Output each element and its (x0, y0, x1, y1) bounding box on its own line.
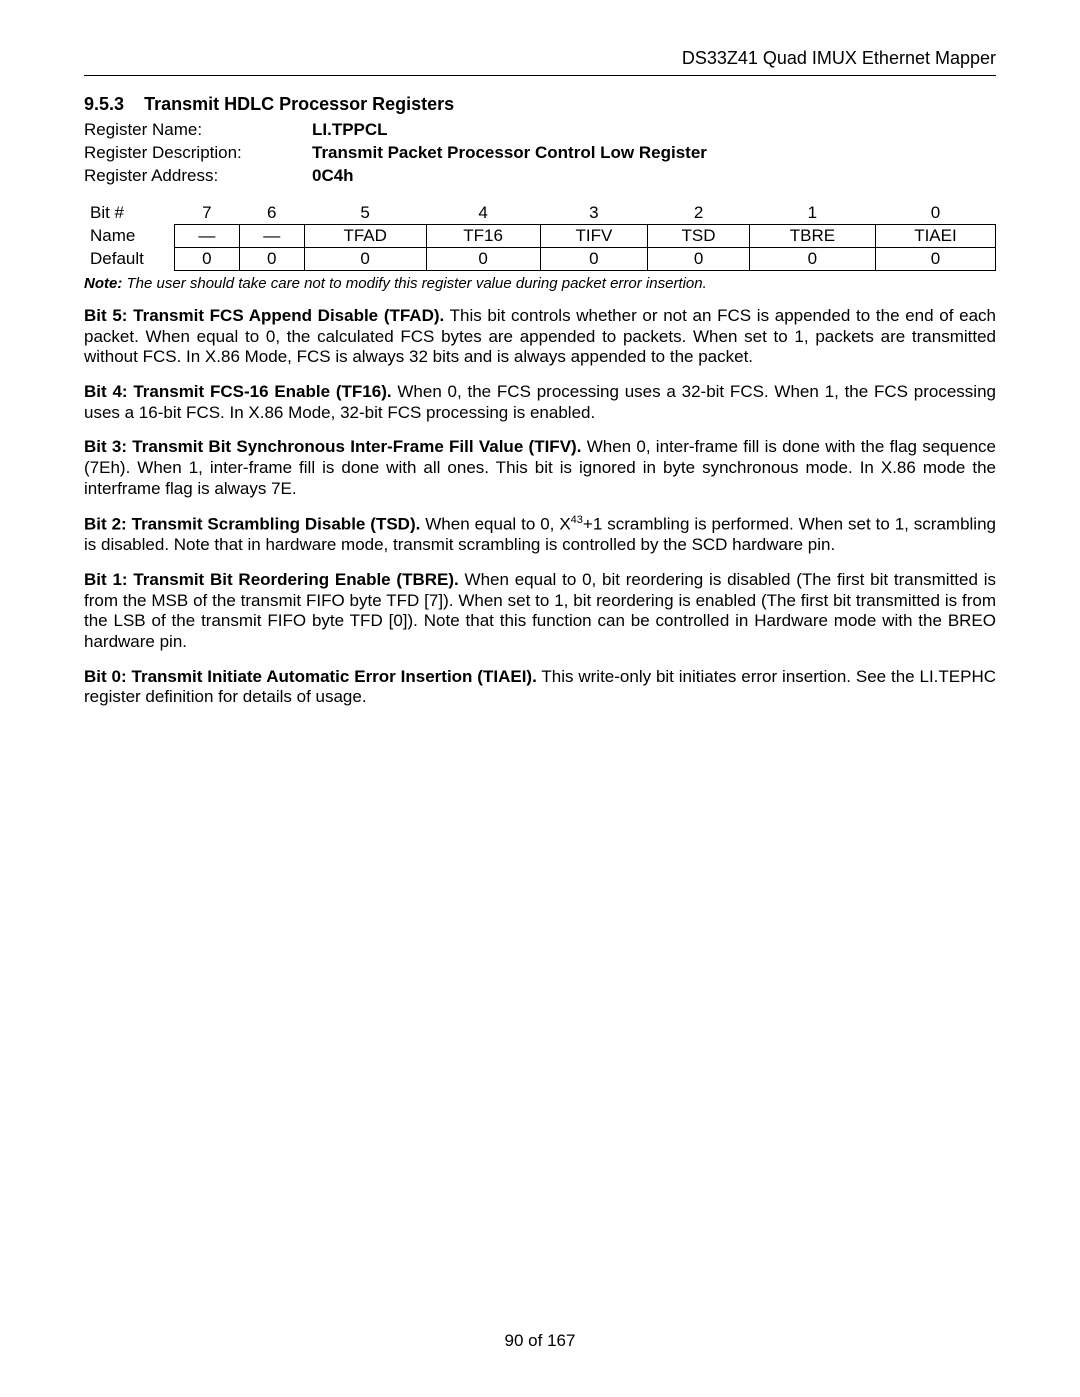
default-cell: 0 (875, 247, 995, 270)
name-cell: TIAEI (875, 224, 995, 247)
bit5-desc: Bit 5: Transmit FCS Append Disable (TFAD… (84, 306, 996, 368)
section-number: 9.5.3 (84, 94, 124, 114)
bit-col-0: 0 (875, 202, 995, 225)
reg-name-value: LI.TPPCL (312, 119, 388, 142)
default-row-label: Default (84, 247, 175, 270)
reg-desc-label: Register Description: (84, 142, 312, 165)
name-cell: TF16 (426, 224, 540, 247)
name-row-label: Name (84, 224, 175, 247)
bit2-desc: Bit 2: Transmit Scrambling Disable (TSD)… (84, 514, 996, 556)
bit-header-label: Bit # (84, 202, 175, 225)
name-cell: — (175, 224, 240, 247)
bit2-text-pre: When equal to 0, X (420, 514, 570, 533)
reg-name-label: Register Name: (84, 119, 312, 142)
bit2-sup: 43 (571, 514, 583, 526)
register-note: Note: The user should take care not to m… (84, 275, 996, 292)
name-cell: — (239, 224, 304, 247)
name-cell: TSD (648, 224, 750, 247)
bit-col-6: 6 (239, 202, 304, 225)
bit5-bold: Bit 5: Transmit FCS Append Disable (TFAD… (84, 306, 444, 325)
name-cell: TIFV (540, 224, 648, 247)
bit3-desc: Bit 3: Transmit Bit Synchronous Inter-Fr… (84, 437, 996, 499)
bit1-desc: Bit 1: Transmit Bit Reordering Enable (T… (84, 570, 996, 653)
bit-map-table: Bit # 7 6 5 4 3 2 1 0 Name — — TFAD TF16… (84, 202, 996, 271)
bit-col-5: 5 (304, 202, 426, 225)
bit-col-7: 7 (175, 202, 240, 225)
default-cell: 0 (175, 247, 240, 270)
bit3-bold: Bit 3: Transmit Bit Synchronous Inter-Fr… (84, 437, 581, 456)
reg-desc-value: Transmit Packet Processor Control Low Re… (312, 142, 707, 165)
section-heading: 9.5.3 Transmit HDLC Processor Registers (84, 94, 996, 115)
doc-header-title: DS33Z41 Quad IMUX Ethernet Mapper (84, 48, 996, 76)
default-cell: 0 (239, 247, 304, 270)
note-text: The user should take care not to modify … (122, 275, 706, 292)
reg-addr-value: 0C4h (312, 165, 354, 188)
bit-col-4: 4 (426, 202, 540, 225)
default-cell: 0 (540, 247, 648, 270)
bit0-bold: Bit 0: Transmit Initiate Automatic Error… (84, 667, 537, 686)
bit-col-2: 2 (648, 202, 750, 225)
default-cell: 0 (648, 247, 750, 270)
register-metadata: Register Name: LI.TPPCL Register Descrip… (84, 119, 996, 188)
bit-col-3: 3 (540, 202, 648, 225)
bit2-bold: Bit 2: Transmit Scrambling Disable (TSD)… (84, 514, 420, 533)
default-cell: 0 (426, 247, 540, 270)
bit-col-1: 1 (749, 202, 875, 225)
bit1-bold: Bit 1: Transmit Bit Reordering Enable (T… (84, 570, 459, 589)
bit4-desc: Bit 4: Transmit FCS-16 Enable (TF16). Wh… (84, 382, 996, 423)
page-footer: 90 of 167 (0, 1331, 1080, 1351)
section-title: Transmit HDLC Processor Registers (144, 94, 454, 114)
default-cell: 0 (749, 247, 875, 270)
bit4-bold: Bit 4: Transmit FCS-16 Enable (TF16). (84, 382, 392, 401)
reg-addr-label: Register Address: (84, 165, 312, 188)
name-cell: TFAD (304, 224, 426, 247)
default-cell: 0 (304, 247, 426, 270)
note-label: Note: (84, 275, 122, 292)
name-cell: TBRE (749, 224, 875, 247)
bit0-desc: Bit 0: Transmit Initiate Automatic Error… (84, 667, 996, 708)
